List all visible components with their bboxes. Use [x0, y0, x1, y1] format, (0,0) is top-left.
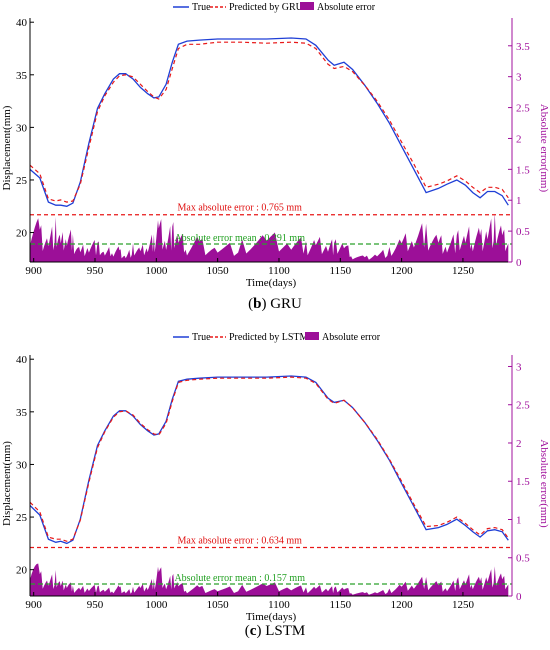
gru-y-tick-label: 30 — [16, 122, 28, 134]
gru-y-axis-right-label: Absolute error(mm) — [538, 104, 550, 193]
gru-true-line — [30, 37, 509, 207]
lstm-x-tick-label: 1200 — [391, 599, 414, 611]
lstm-y-tick-label: 35 — [16, 407, 28, 419]
lstm-y-right-tick-label: 0.5 — [516, 553, 530, 565]
lstm-x-tick-label: 1100 — [268, 599, 290, 611]
gru-legend-error-label: Absolute error — [317, 2, 376, 13]
lstm-x-tick-label: 1000 — [145, 599, 168, 611]
lstm-legend-error-swatch — [305, 332, 319, 340]
lstm-y-axis-right-label: Absolute error(mm) — [538, 439, 550, 528]
gru-x-tick-label: 900 — [25, 265, 42, 277]
lstm-y-right-tick-label: 1 — [516, 514, 522, 526]
caption-lstm: (c) LSTM — [244, 623, 306, 639]
lstm-legend-error-label: Absolute error — [322, 332, 381, 343]
gru-y-tick-label: 25 — [16, 175, 28, 187]
gru-y-right-tick-label: 0 — [516, 257, 522, 269]
gru-y-right-tick-label: 3 — [516, 72, 522, 84]
lstm-y-right-tick-label: 3 — [516, 361, 522, 373]
gru-legend-true-label: True — [192, 2, 211, 13]
lstm-y-tick-label: 25 — [16, 512, 28, 524]
lstm-x-tick-label: 1150 — [329, 599, 351, 611]
lstm-y-right-tick-label: 0 — [516, 591, 522, 603]
lstm-x-tick-label: 900 — [25, 599, 42, 611]
lstm-x-tick-label: 1250 — [452, 599, 475, 611]
gru-x-tick-label: 1050 — [207, 265, 230, 277]
lstm-predicted-line — [30, 376, 509, 542]
gru-predicted-line — [30, 41, 509, 203]
lstm-x-tick-label: 950 — [87, 599, 104, 611]
caption-gru: (b) GRU — [248, 296, 302, 312]
lstm-true-line — [30, 375, 509, 545]
lstm-max-error-label: Max absolute error : 0.634 mm — [178, 535, 303, 546]
gru-y-axis-label: Displacement(mm) — [1, 105, 13, 190]
lstm-y-tick-label: 20 — [16, 565, 28, 577]
gru-y-right-tick-label: 3.5 — [516, 41, 530, 53]
gru-y-tick-label: 40 — [16, 17, 28, 29]
gru-x-tick-label: 1150 — [329, 265, 351, 277]
gru-x-tick-label: 1250 — [452, 265, 475, 277]
gru-y-right-tick-label: 2.5 — [516, 103, 530, 115]
lstm-y-tick-label: 30 — [16, 459, 28, 471]
gru-max-error-label: Max absolute error : 0.765 mm — [178, 203, 303, 214]
lstm-y-axis-label: Displacement(mm) — [1, 441, 13, 526]
gru-y-tick-label: 20 — [16, 228, 28, 240]
gru-absolute-error-area — [30, 213, 509, 262]
lstm-y-right-tick-label: 2.5 — [516, 400, 530, 412]
lstm-y-right-tick-label: 1.5 — [516, 476, 530, 488]
lstm-absolute-error-area — [30, 563, 509, 596]
gru-y-right-tick-label: 2 — [516, 133, 522, 145]
gru-y-right-tick-label: 0.5 — [516, 226, 530, 238]
lstm-legend-predicted-label: Predicted by LSTM — [229, 332, 309, 343]
lstm-mean-error-label: Absolute error mean : 0.157 mm — [174, 573, 305, 584]
gru-x-tick-label: 950 — [87, 265, 104, 277]
gru-legend-error-swatch — [300, 2, 314, 10]
lstm-x-axis-label: Time(days) — [246, 611, 297, 623]
gru-x-tick-label: 1200 — [391, 265, 414, 277]
gru-x-axis-label: Time(days) — [246, 277, 297, 289]
gru-mean-error-label: Absolute error mean : 0.291 mm — [174, 233, 305, 244]
lstm-legend-true-label: True — [192, 332, 211, 343]
lstm-x-tick-label: 1050 — [207, 599, 230, 611]
lstm-y-right-tick-label: 2 — [516, 438, 522, 450]
gru-y-right-tick-label: 1 — [516, 195, 522, 207]
gru-legend-predicted-label: Predicted by GRU — [229, 2, 304, 13]
gru-y-tick-label: 35 — [16, 70, 28, 82]
gru-y-right-tick-label: 1.5 — [516, 164, 530, 176]
gru-x-tick-label: 1000 — [145, 265, 168, 277]
gru-x-tick-label: 1100 — [268, 265, 290, 277]
lstm-y-tick-label: 40 — [16, 354, 28, 366]
